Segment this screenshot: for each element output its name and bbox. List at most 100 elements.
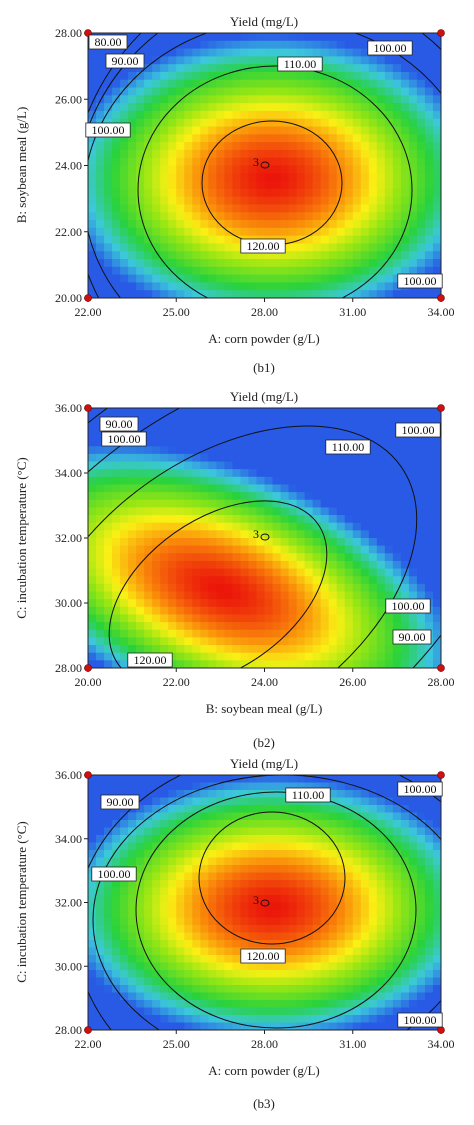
heat-cell (168, 622, 177, 631)
heat-cell (280, 453, 290, 463)
heat-cell (240, 637, 250, 646)
heat-cell (368, 181, 378, 190)
heat-cell (352, 1015, 362, 1024)
heat-cell (184, 71, 193, 81)
heat-cell (304, 850, 314, 859)
heat-cell (240, 266, 250, 276)
heat-cell (112, 204, 121, 213)
heat-cell (248, 461, 258, 470)
heat-cell (96, 1022, 105, 1030)
heat-cell (360, 977, 370, 986)
x-tick-label: 31.00 (339, 1037, 366, 1051)
heat-cell (384, 220, 394, 229)
heat-cell (144, 591, 153, 600)
heat-cell (248, 553, 258, 562)
heat-cell (112, 970, 121, 979)
heat-cell (264, 538, 274, 547)
heat-cell (368, 415, 378, 424)
heat-cell (392, 522, 402, 531)
heat-cell (256, 895, 266, 904)
heat-cell (240, 415, 250, 424)
heat-cell (248, 530, 258, 539)
heat-cell (88, 545, 97, 554)
heat-cell (96, 48, 105, 57)
heat-cell (424, 977, 434, 986)
heat-cell (336, 553, 346, 562)
contour-label: 100.00 (404, 782, 437, 796)
heat-cell (424, 515, 434, 524)
heat-cell (144, 560, 153, 570)
heat-cell (176, 895, 185, 904)
heat-cell (400, 820, 410, 829)
heat-cell (248, 282, 258, 291)
heat-cell (176, 476, 185, 486)
heat-cell (224, 985, 234, 994)
heat-cell (400, 173, 410, 182)
heat-cell (352, 492, 362, 501)
heat-cell (368, 212, 378, 221)
heat-cell (400, 583, 410, 593)
heat-cell (192, 660, 201, 668)
heat-cell (400, 134, 410, 143)
heat-cell (144, 118, 153, 128)
heat-cell (216, 887, 225, 896)
heat-cell (424, 165, 434, 174)
heat-cell (104, 71, 113, 81)
heat-cell (312, 188, 322, 198)
heat-cell (88, 917, 97, 926)
center-point-label: 3 (253, 155, 259, 169)
heat-cell (200, 461, 209, 470)
heat-cell (296, 48, 306, 57)
heat-cell (88, 408, 97, 417)
heat-cell (320, 530, 330, 539)
heat-cell (232, 857, 242, 866)
heat-cell (88, 48, 97, 57)
heat-cell (128, 985, 137, 994)
heat-cell (384, 103, 394, 112)
heat-cell (400, 538, 410, 547)
heat-cell (376, 408, 386, 417)
heat-cell (400, 71, 410, 81)
heat-cell (416, 227, 426, 237)
heat-cell (96, 560, 105, 570)
heat-cell (96, 220, 105, 229)
heat-cell (368, 576, 378, 585)
heat-cell (424, 134, 434, 143)
heat-cell (248, 79, 258, 89)
heat-cell (144, 782, 153, 791)
heat-cell (320, 880, 330, 889)
heat-cell (432, 188, 441, 198)
heat-cell (168, 188, 177, 198)
heat-cell (168, 165, 177, 174)
heat-cell (320, 243, 330, 252)
heat-cell (216, 568, 225, 577)
heat-cell (192, 805, 201, 814)
heat-cell (424, 812, 434, 821)
heat-cell (144, 910, 153, 919)
heat-cell (168, 583, 177, 593)
heat-cell (288, 282, 298, 291)
heat-cell (104, 157, 113, 167)
heat-cell (416, 553, 426, 562)
heat-cell (128, 71, 137, 81)
heat-cell (176, 1015, 185, 1024)
heat-cell (296, 484, 306, 493)
heat-cell (344, 660, 354, 668)
heat-cell (96, 880, 105, 889)
heat-cell (280, 1015, 290, 1024)
heat-cell (376, 895, 386, 904)
heat-cell (296, 652, 306, 661)
y-tick-label: 32.00 (55, 896, 82, 910)
heat-cell (176, 48, 185, 57)
heat-cell (248, 606, 258, 616)
heat-cell (288, 173, 298, 182)
heat-cell (184, 782, 193, 791)
heat-cell (312, 568, 322, 577)
heat-cell (320, 165, 330, 174)
heat-cell (120, 290, 129, 298)
heat-cell (296, 1007, 306, 1016)
heat-cell (128, 251, 137, 260)
heat-cell (296, 645, 306, 654)
heat-cell (360, 243, 370, 252)
heat-cell (136, 917, 145, 926)
